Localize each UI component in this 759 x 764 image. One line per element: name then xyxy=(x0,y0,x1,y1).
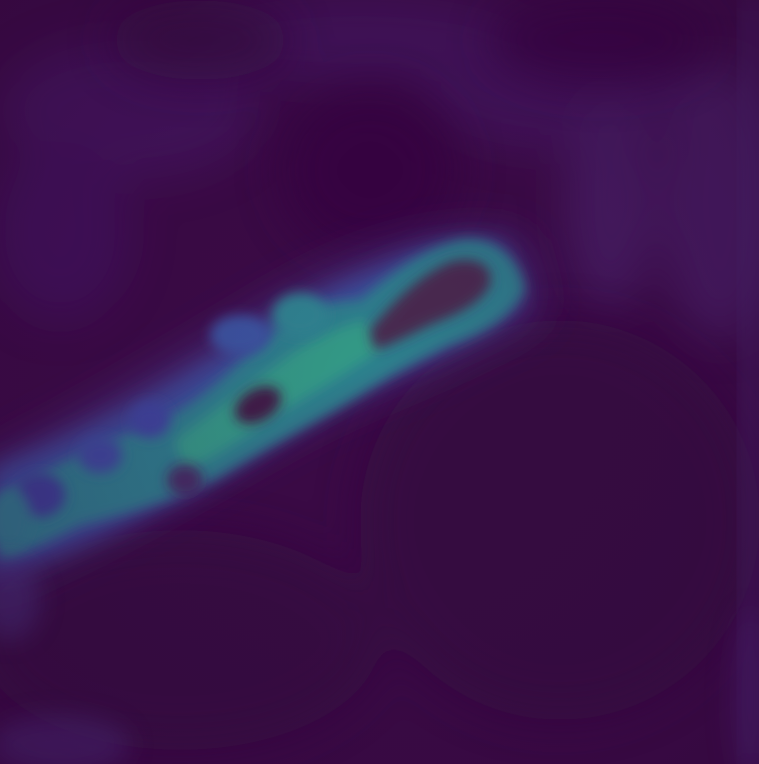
vignette xyxy=(0,0,759,764)
heatmap-canvas xyxy=(0,0,759,764)
heatmap-image xyxy=(0,0,759,764)
